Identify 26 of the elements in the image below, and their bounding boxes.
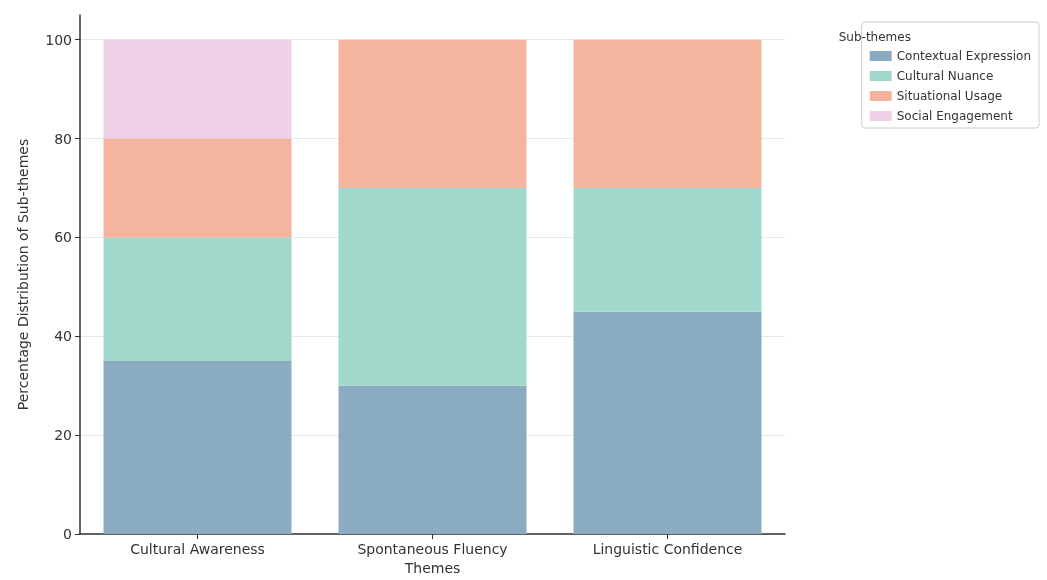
y-tick-label: 20 — [54, 427, 72, 444]
x-axis-title: Themes — [403, 560, 461, 576]
y-axis-title: Percentage Distribution of Sub-themes — [15, 138, 31, 411]
bar — [573, 188, 762, 312]
x-tick-label: Linguistic Confidence — [592, 541, 743, 558]
x-tick-label: Cultural Awareness — [130, 541, 265, 558]
x-tick-label: Spontaneous Fluency — [357, 541, 508, 558]
bar — [338, 39, 527, 189]
legend-label: Contextual Expression — [896, 49, 1032, 63]
legend-title: Sub-themes — [838, 30, 911, 44]
y-tick-label: 80 — [54, 130, 72, 147]
y-tick-label: 0 — [63, 526, 72, 543]
bar — [103, 138, 292, 238]
bar — [103, 39, 292, 139]
bar — [338, 188, 527, 386]
bar — [573, 39, 762, 189]
bar — [103, 237, 292, 362]
y-tick-label: 40 — [54, 328, 72, 345]
legend-label: Situational Usage — [896, 89, 1003, 103]
bar — [338, 385, 527, 535]
legend-label: Cultural Nuance — [896, 69, 994, 83]
y-tick-label: 60 — [54, 229, 72, 246]
legend-label: Social Engagement — [896, 109, 1013, 123]
bar — [103, 361, 292, 535]
y-tick-label: 100 — [45, 31, 72, 48]
bar — [573, 311, 762, 535]
